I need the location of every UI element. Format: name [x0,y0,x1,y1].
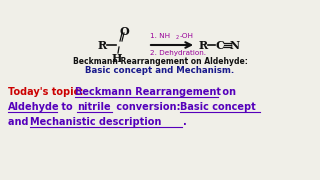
Text: on: on [219,87,236,97]
Text: Beckmann Rearrangement: Beckmann Rearrangement [75,87,221,97]
Text: .: . [183,117,187,127]
Text: nitrile: nitrile [77,102,111,112]
Text: 2. Dehydration.: 2. Dehydration. [150,50,206,56]
Text: 2: 2 [176,35,179,40]
Text: Beckmann Rearrangement on Aldehyde:: Beckmann Rearrangement on Aldehyde: [73,57,247,66]
Text: R: R [198,39,208,51]
Text: Mechanistic description: Mechanistic description [30,117,161,127]
Text: Aldehyde: Aldehyde [8,102,60,112]
Text: to: to [58,102,76,112]
Text: Today's topic:: Today's topic: [8,87,87,97]
Text: C: C [216,39,224,51]
Text: -OH: -OH [180,33,194,39]
Text: and: and [8,117,32,127]
Text: H: H [112,53,122,64]
Text: N: N [230,39,240,51]
Text: conversion:: conversion: [113,102,184,112]
Text: Basic concept and Mechanism.: Basic concept and Mechanism. [85,66,235,75]
Text: 1. NH: 1. NH [150,33,170,39]
Text: R: R [97,39,107,51]
Text: O: O [119,26,129,37]
Text: Basic concept: Basic concept [180,102,256,112]
